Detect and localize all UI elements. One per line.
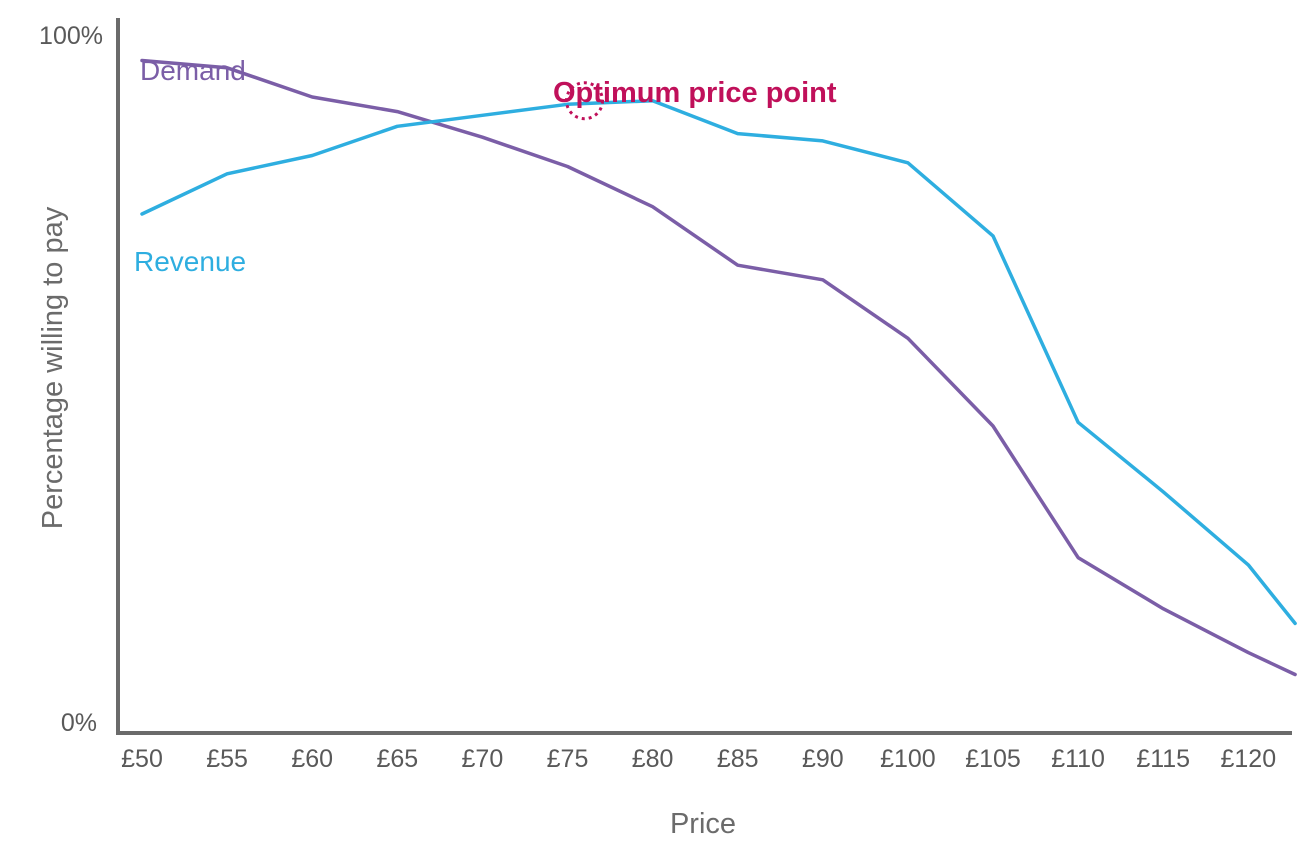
optimum-point-marker xyxy=(565,81,604,121)
x-tick-label: £90 xyxy=(802,745,844,773)
annotation-optimum-price-point: Optimum price point xyxy=(553,77,837,109)
series-lines xyxy=(140,58,1297,677)
x-tick-label: £80 xyxy=(632,745,674,773)
x-tick-label: £70 xyxy=(462,745,504,773)
y-tick-label-top: 100% xyxy=(39,22,103,50)
x-tick-label: £120 xyxy=(1220,745,1276,773)
x-tick-label: £115 xyxy=(1136,745,1190,773)
x-tick-label: £50 xyxy=(121,745,163,773)
x-tick-label: £75 xyxy=(547,745,589,773)
y-tick-label-bottom: 0% xyxy=(61,709,97,737)
x-tick-label: £60 xyxy=(291,745,333,773)
series-label-demand: Demand xyxy=(140,55,246,86)
x-tick-label: £55 xyxy=(206,745,248,773)
x-tick-label: £100 xyxy=(880,745,936,773)
x-tick-label: £85 xyxy=(717,745,759,773)
series-label-revenue: Revenue xyxy=(134,246,246,277)
x-tick-label: £110 xyxy=(1051,745,1105,773)
y-axis-title: Percentage willing to pay xyxy=(37,206,69,529)
series-line-revenue xyxy=(140,98,1297,626)
x-tick-label: £65 xyxy=(376,745,418,773)
x-tick-label: £105 xyxy=(965,745,1021,773)
x-tick-labels: £50 £55 £60 £65 £70 £75 £80 £85 £90 £100 £105 £110 £… xyxy=(121,745,1276,773)
series-line-demand xyxy=(140,58,1297,677)
x-axis-title: Price xyxy=(670,808,736,840)
